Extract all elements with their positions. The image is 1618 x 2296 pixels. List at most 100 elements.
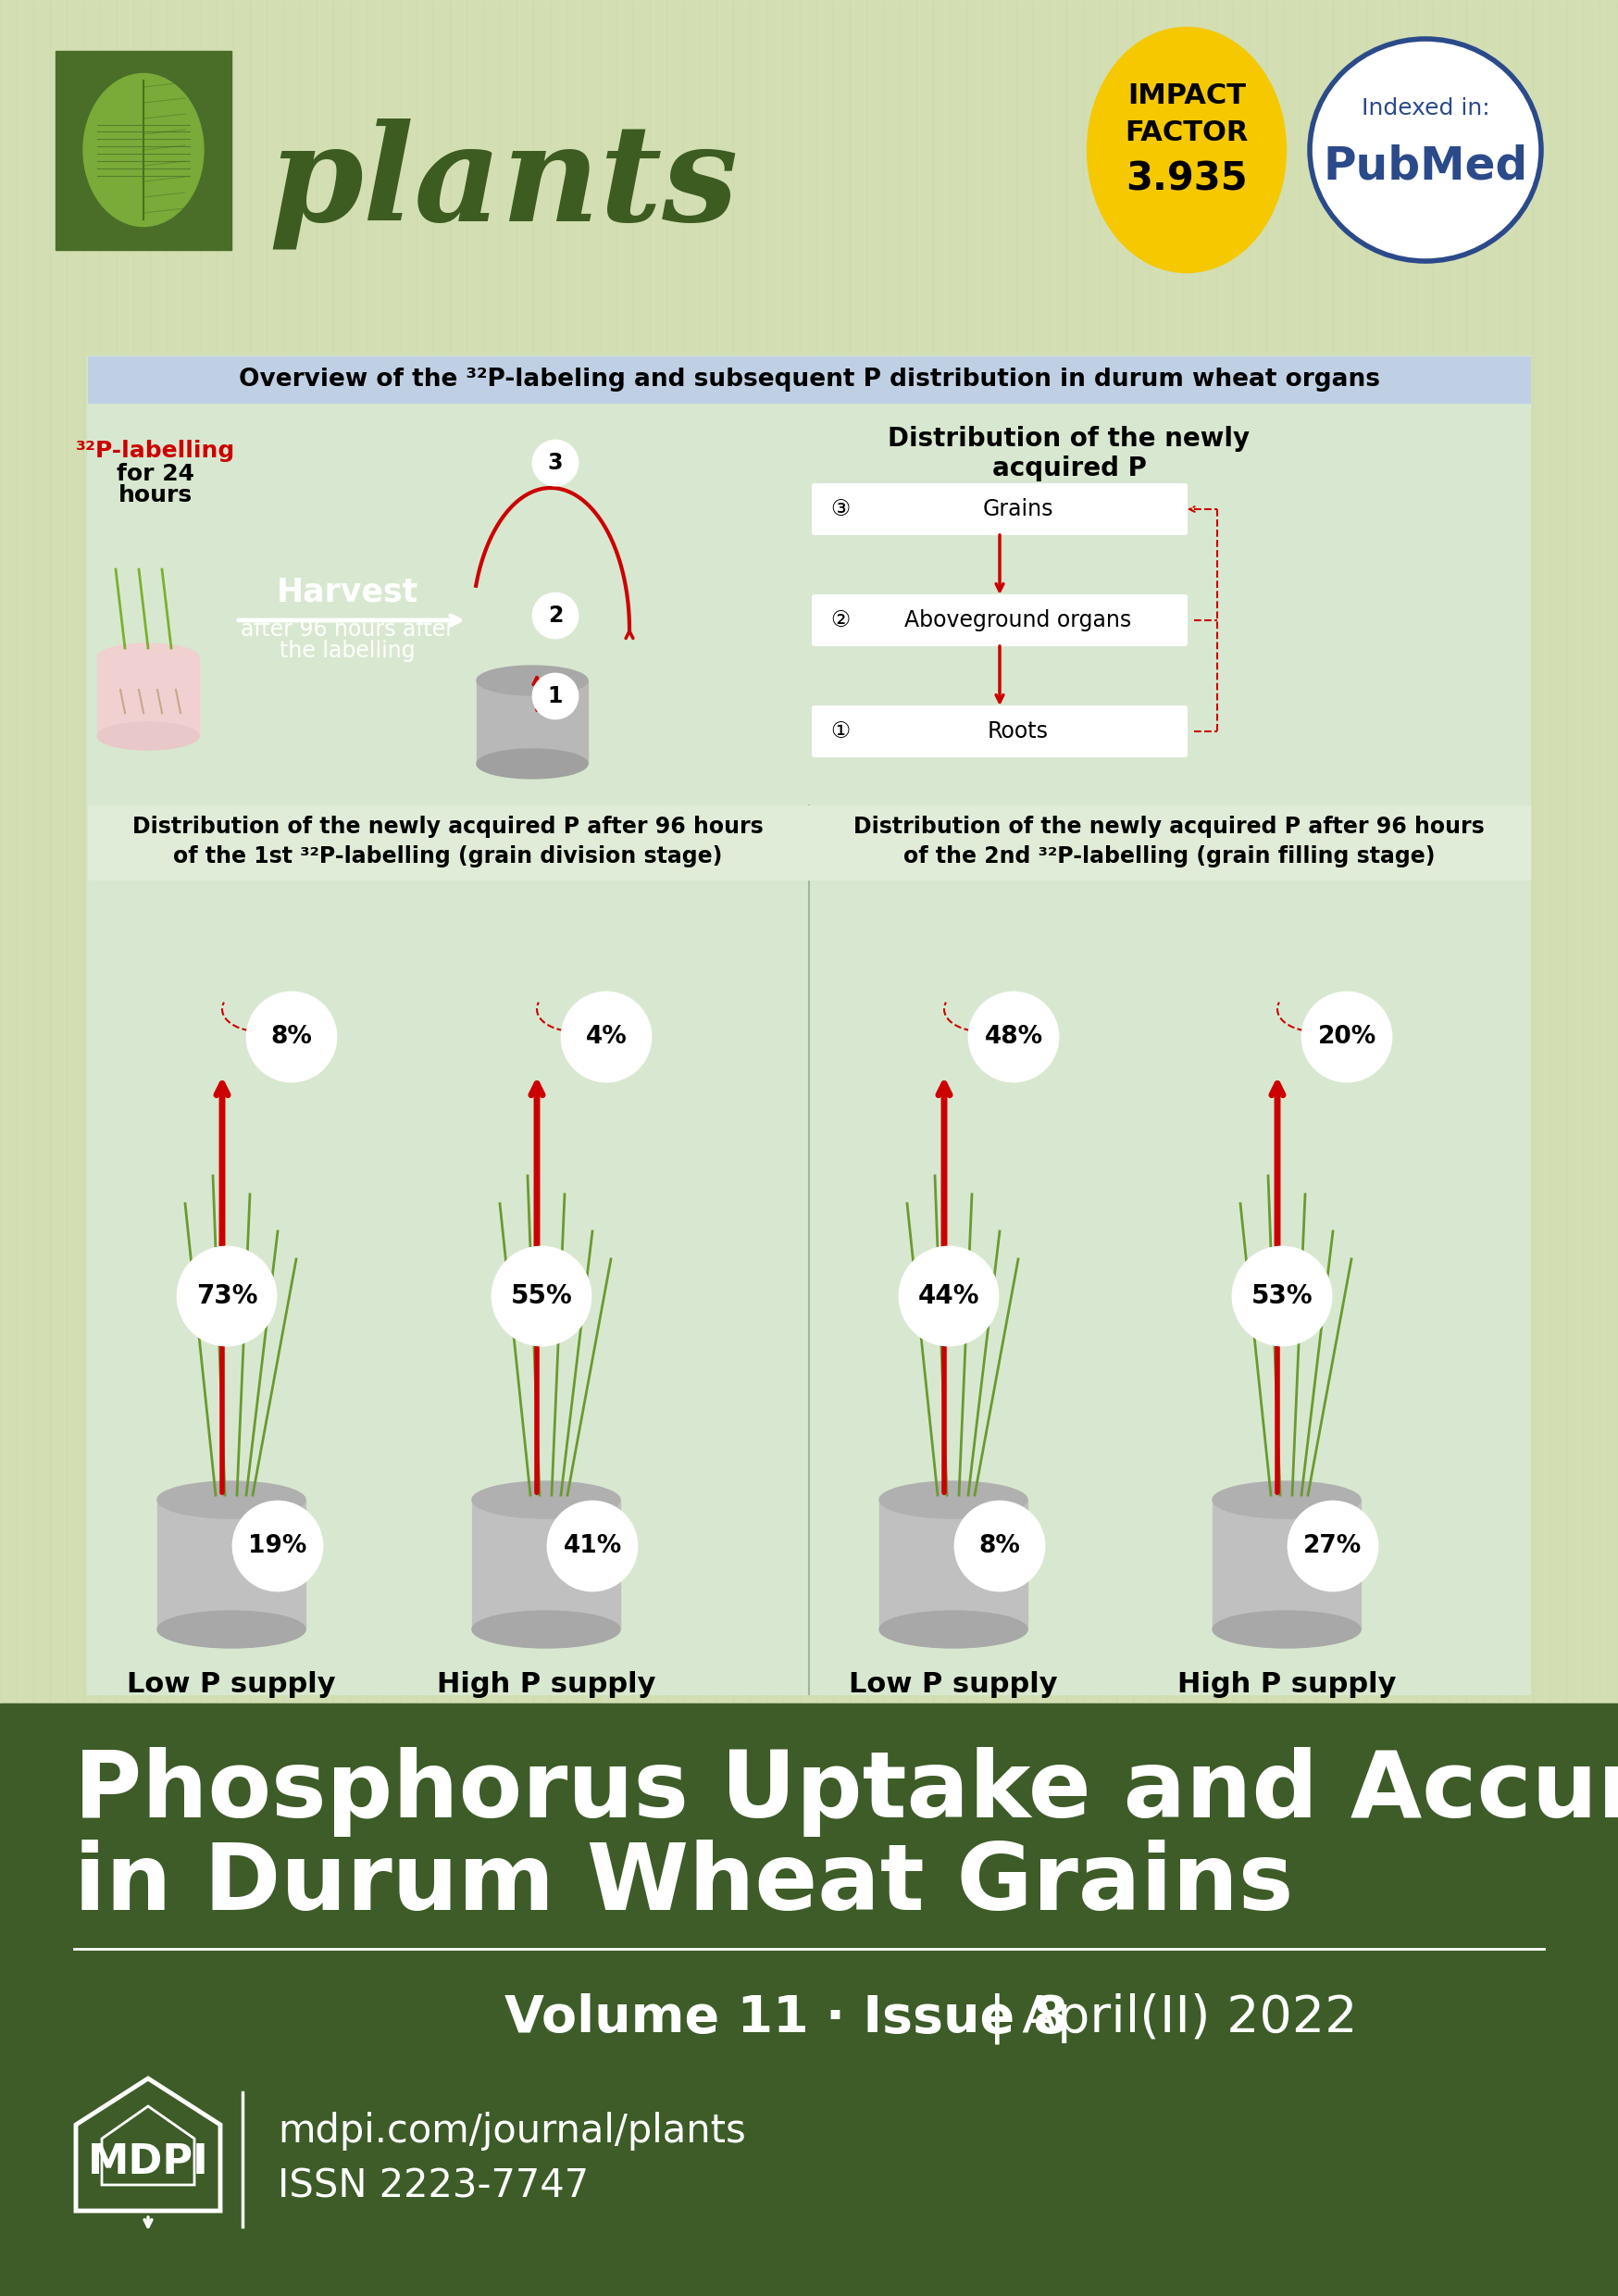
Text: 3.935: 3.935 (1126, 161, 1247, 200)
Text: 53%: 53% (1251, 1283, 1312, 1309)
Ellipse shape (157, 1481, 306, 1518)
Text: 41%: 41% (563, 1534, 621, 1559)
Wedge shape (248, 992, 337, 1038)
Bar (1212, 1499, 1361, 1630)
Text: 73%: 73% (196, 1283, 257, 1309)
Circle shape (969, 992, 1058, 1081)
Text: 2: 2 (549, 604, 563, 627)
Bar (477, 680, 587, 765)
Text: plants: plants (269, 117, 738, 248)
FancyBboxPatch shape (812, 707, 1186, 755)
Circle shape (178, 1247, 275, 1345)
Bar (87, 356, 1531, 402)
Text: MDPI: MDPI (87, 2142, 209, 2181)
Text: in Durum Wheat Grains: in Durum Wheat Grains (74, 1839, 1293, 1929)
Text: 3: 3 (549, 452, 563, 473)
Text: mdpi.com/journal/plants: mdpi.com/journal/plants (278, 2112, 746, 2151)
Wedge shape (1288, 1545, 1377, 1591)
Circle shape (1233, 1247, 1332, 1345)
Text: Low P supply: Low P supply (126, 1671, 337, 1699)
Ellipse shape (477, 748, 587, 778)
FancyBboxPatch shape (812, 595, 1186, 645)
Text: Phosphorus Uptake and Accumulation: Phosphorus Uptake and Accumulation (74, 1747, 1618, 1837)
Text: ³²P-labelling: ³²P-labelling (76, 441, 235, 461)
Wedge shape (955, 1545, 1044, 1591)
Ellipse shape (1212, 1612, 1361, 1649)
Wedge shape (549, 1545, 637, 1591)
Text: of the 1st ³²P-labelling (grain division stage): of the 1st ³²P-labelling (grain division… (173, 845, 723, 868)
Text: High P supply: High P supply (1178, 1671, 1396, 1699)
Circle shape (955, 1502, 1044, 1591)
Bar (0, 1704, 1618, 2296)
Text: Distribution of the newly
acquired P: Distribution of the newly acquired P (888, 425, 1251, 482)
Bar (809, 806, 1531, 879)
Text: IMPACT: IMPACT (1128, 83, 1246, 110)
Text: | April(II) 2022: | April(II) 2022 (989, 1993, 1358, 2043)
Text: 55%: 55% (511, 1283, 573, 1309)
Circle shape (549, 1502, 637, 1591)
Text: 48%: 48% (984, 1024, 1042, 1049)
Text: Roots: Roots (987, 721, 1048, 742)
Ellipse shape (1212, 1481, 1361, 1518)
Text: Harvest: Harvest (277, 576, 417, 608)
Text: for 24: for 24 (116, 464, 194, 484)
Bar (97, 657, 199, 737)
Text: 19%: 19% (248, 1534, 307, 1559)
Ellipse shape (1087, 28, 1286, 273)
Ellipse shape (97, 643, 199, 670)
Text: Volume 11: Volume 11 (505, 1993, 809, 2043)
Wedge shape (492, 1247, 591, 1297)
Circle shape (1302, 992, 1391, 1081)
Bar (157, 1499, 306, 1630)
Wedge shape (233, 1545, 322, 1591)
Ellipse shape (472, 1612, 620, 1649)
Circle shape (534, 592, 578, 638)
Ellipse shape (879, 1481, 1027, 1518)
Wedge shape (900, 1247, 998, 1297)
Ellipse shape (157, 1612, 306, 1649)
Text: PubMed: PubMed (1324, 145, 1527, 188)
Text: 1: 1 (549, 684, 563, 707)
Circle shape (534, 441, 578, 484)
Circle shape (534, 675, 578, 719)
Text: 8%: 8% (270, 1024, 312, 1049)
Circle shape (561, 992, 650, 1081)
Text: · Issue 8: · Issue 8 (825, 1993, 1068, 2043)
Text: Distribution of the newly acquired P after 96 hours: Distribution of the newly acquired P aft… (133, 815, 764, 838)
Wedge shape (561, 992, 650, 1038)
Bar (55, 51, 231, 250)
Circle shape (492, 1247, 591, 1345)
Circle shape (233, 1502, 322, 1591)
Ellipse shape (472, 1481, 620, 1518)
Wedge shape (1233, 1247, 1332, 1297)
Text: the labelling: the labelling (280, 641, 414, 661)
Bar (879, 1499, 1027, 1630)
Bar (87, 806, 1531, 1694)
Bar (0, 0, 1618, 1704)
Bar (0, 1704, 1618, 2296)
Text: of the 2nd ³²P-labelling (grain filling stage): of the 2nd ³²P-labelling (grain filling … (903, 845, 1435, 868)
Ellipse shape (477, 666, 587, 696)
Text: 8%: 8% (979, 1534, 1021, 1559)
Text: Low P supply: Low P supply (849, 1671, 1058, 1699)
Text: ②: ② (830, 608, 849, 631)
Text: Distribution of the newly acquired P after 96 hours: Distribution of the newly acquired P aft… (854, 815, 1485, 838)
Text: Overview of the ³²P-labeling and subsequent P distribution in durum wheat organs: Overview of the ³²P-labeling and subsequ… (238, 367, 1380, 393)
Wedge shape (969, 992, 1058, 1038)
Circle shape (1288, 1502, 1377, 1591)
FancyBboxPatch shape (812, 484, 1186, 535)
Ellipse shape (83, 73, 204, 227)
Ellipse shape (1309, 39, 1542, 262)
Text: FACTOR: FACTOR (1125, 119, 1249, 147)
Bar (472, 1499, 620, 1630)
Wedge shape (178, 1247, 275, 1297)
Circle shape (900, 1247, 998, 1345)
Text: High P supply: High P supply (437, 1671, 655, 1699)
Text: ISSN 2223-7747: ISSN 2223-7747 (278, 2167, 589, 2206)
Text: Aboveground organs: Aboveground organs (904, 608, 1131, 631)
Text: ③: ③ (830, 498, 849, 521)
Text: Indexed in:: Indexed in: (1361, 96, 1490, 119)
Bar (87, 356, 1531, 810)
Bar (87, 806, 809, 879)
Text: after 96 hours after: after 96 hours after (239, 618, 455, 641)
